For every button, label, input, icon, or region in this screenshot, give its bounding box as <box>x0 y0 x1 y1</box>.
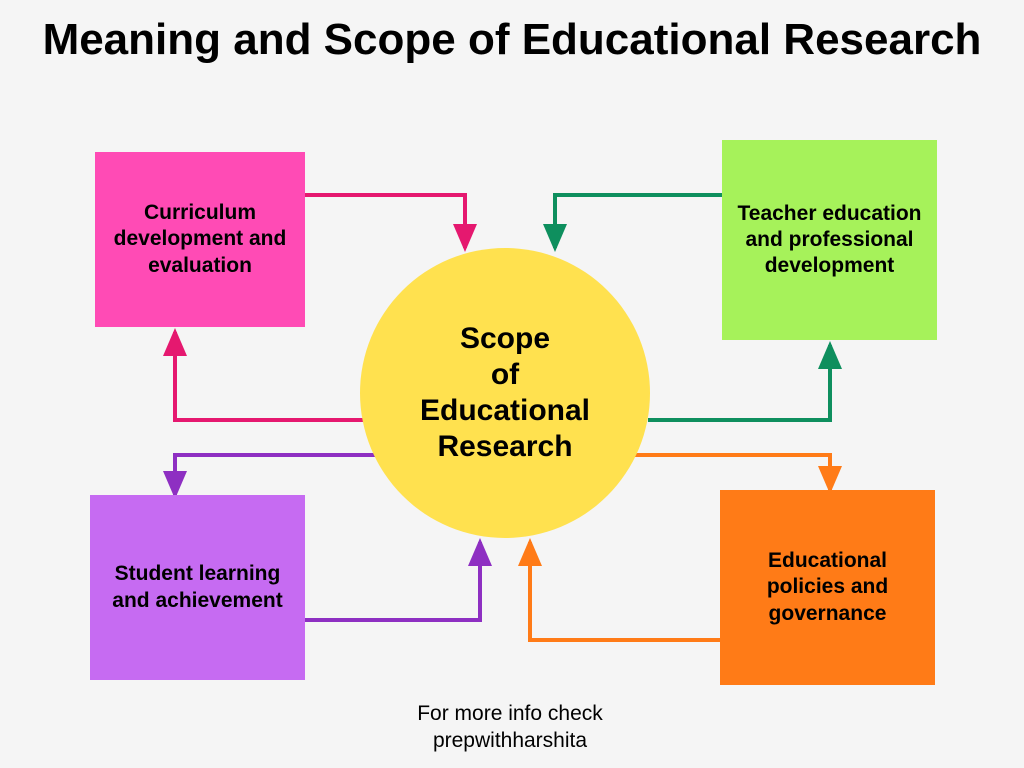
connector-orange-to-box <box>635 455 830 490</box>
connector-green-to-center <box>555 195 722 248</box>
box-policies-label: Educational policies and governance <box>730 548 925 627</box>
connector-orange-to-center <box>530 542 720 640</box>
box-teacher-label: Teacher education and professional devel… <box>732 201 927 280</box>
footer-note: For more info check prepwithharshita <box>350 700 670 755</box>
box-student-label: Student learning and achievement <box>100 561 295 614</box>
box-teacher: Teacher education and professional devel… <box>722 140 937 340</box>
box-curriculum-label: Curriculum development and evaluation <box>105 200 295 279</box>
box-student: Student learning and achievement <box>90 495 305 680</box>
center-node-label: ScopeofEducationalResearch <box>420 321 590 465</box>
connector-green-to-box <box>648 345 830 420</box>
box-curriculum: Curriculum development and evaluation <box>95 152 305 327</box>
page-title-text: Meaning and Scope of Educational Researc… <box>43 15 982 64</box>
footer-note-text: For more info check prepwithharshita <box>417 702 603 752</box>
connector-pink-to-center <box>305 195 465 248</box>
connector-pink-to-box <box>175 332 365 420</box>
page-title: Meaning and Scope of Educational Researc… <box>0 15 1024 66</box>
center-node: ScopeofEducationalResearch <box>360 248 650 538</box>
connector-purple-to-box <box>175 455 378 495</box>
connector-purple-to-center <box>305 542 480 620</box>
box-policies: Educational policies and governance <box>720 490 935 685</box>
